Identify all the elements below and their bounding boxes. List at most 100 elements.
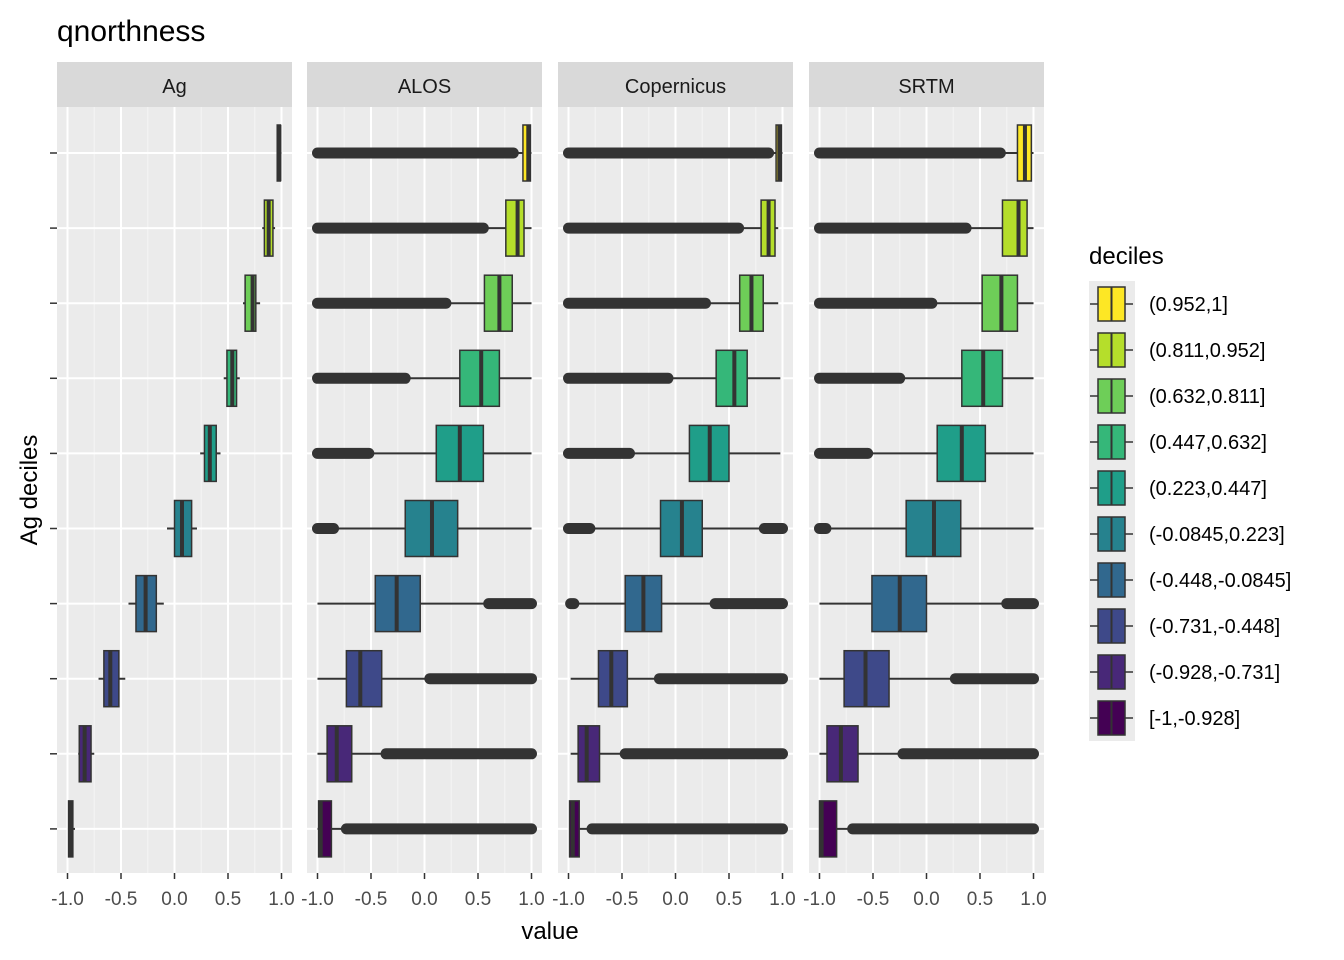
box-decile-0	[563, 124, 783, 182]
box-decile-6	[819, 574, 1039, 633]
facet-strip	[307, 62, 542, 107]
x-axis-title: value	[521, 918, 578, 945]
x-tick-label: 0.5	[215, 889, 241, 910]
x-tick-label: -0.5	[606, 889, 639, 910]
box-decile-2	[312, 274, 532, 332]
legend-title: deciles	[1089, 243, 1164, 270]
facet-panel-srtm: SRTM -1.0 -0.5 0.0 0.5 1.0	[803, 62, 1047, 910]
y-axis-title: Ag deciles	[16, 435, 43, 546]
x-tick-label: -0.5	[355, 889, 388, 910]
facet-panel-copernicus: Copernicus -1.0 -0.5 0.0 0.5 1.0	[552, 62, 796, 910]
box-decile-2	[242, 274, 261, 332]
box-decile-8	[570, 725, 788, 783]
box-decile-9	[317, 800, 537, 858]
legend-label: (-0.928,-0.731]	[1149, 662, 1280, 684]
facet-strip	[57, 62, 292, 107]
legend-label: (0.447,0.632]	[1149, 432, 1267, 454]
legend: deciles (0.952,1] (0.811,0.952] (0.632,0.8…	[1089, 243, 1291, 741]
x-tick-label: -1.0	[301, 889, 334, 910]
box	[244, 274, 257, 332]
box	[326, 725, 353, 783]
x-tick-label: 1.0	[518, 889, 544, 910]
x-tick-label: 1.0	[769, 889, 795, 910]
box	[715, 349, 748, 408]
box-decile-7	[317, 649, 537, 708]
x-tick-label: -1.0	[803, 889, 836, 910]
facet-panel-alos: ALOS -1.0 -0.5 0.0 0.5 1.0	[301, 62, 545, 910]
legend-label: (-0.448,-0.0845]	[1149, 570, 1291, 592]
facet-strip-label: Ag	[162, 76, 186, 98]
box-decile-2	[563, 274, 779, 332]
box-decile-3	[814, 349, 1034, 408]
box-decile-1	[312, 199, 532, 257]
box	[818, 800, 838, 858]
box-decile-6	[128, 574, 164, 633]
box-decile-4	[312, 424, 532, 483]
box-decile-0	[312, 124, 532, 182]
box-decile-7	[570, 649, 788, 708]
facet-panel-ag: Ag -1.0 -0.5 0.0 0.5 1.0	[51, 62, 295, 910]
legend-entry: (-0.0845,0.223]	[1090, 516, 1285, 552]
x-tick-label: 0.5	[465, 889, 491, 910]
x-tick-label: -0.5	[105, 889, 138, 910]
box	[505, 199, 525, 257]
box-decile-3	[563, 349, 781, 408]
box-decile-1	[563, 199, 779, 257]
box-decile-2	[814, 274, 1034, 332]
legend-entry: (-0.731,-0.448]	[1090, 608, 1280, 644]
x-tick-label: -1.0	[552, 889, 585, 910]
legend-entry: (-0.928,-0.731]	[1090, 654, 1280, 690]
box-decile-3	[312, 349, 532, 408]
legend-label: (0.223,0.447]	[1149, 478, 1267, 500]
x-tick-label: 0.5	[716, 889, 742, 910]
box	[577, 725, 601, 783]
box-decile-7	[819, 649, 1039, 708]
x-tick-label: 0.0	[913, 889, 939, 910]
box-decile-4	[814, 424, 1034, 483]
box-decile-9	[67, 800, 75, 858]
legend-label: (0.632,0.811]	[1149, 386, 1265, 408]
box-decile-8	[78, 725, 95, 783]
x-tick-label: 0.0	[411, 889, 437, 910]
x-tick-label: -0.5	[857, 889, 890, 910]
legend-entry: (0.223,0.447]	[1090, 470, 1267, 506]
box-decile-3	[223, 349, 240, 408]
box-decile-0	[814, 124, 1034, 182]
box-decile-0	[276, 124, 282, 182]
box-decile-6	[565, 574, 788, 633]
box	[1001, 199, 1028, 257]
box-decile-5	[563, 499, 788, 558]
x-tick-label: 0.0	[161, 889, 187, 910]
box-decile-7	[98, 649, 126, 708]
legend-label: (0.952,1]	[1149, 294, 1228, 316]
box-decile-5	[312, 499, 532, 558]
legend-entry: (0.447,0.632]	[1090, 424, 1267, 460]
box-decile-9	[568, 800, 788, 858]
legend-entry: (0.811,0.952]	[1090, 332, 1265, 368]
facet-strip-label: Copernicus	[625, 76, 726, 98]
box-decile-8	[317, 725, 537, 783]
box-decile-8	[819, 725, 1039, 783]
legend-label: [-1,-0.928]	[1149, 708, 1240, 730]
box-decile-5	[167, 499, 197, 558]
facet-strip	[558, 62, 793, 107]
box-decile-9	[818, 800, 1039, 858]
facet-panels: Ag -1.0 -0.5 0.0 0.5 1.0 ALOS -1.0 -0.5 0.0 0.5 1.0…	[50, 62, 1047, 910]
box-decile-1	[814, 199, 1034, 257]
box-decile-5	[814, 499, 1034, 558]
legend-label: (-0.731,-0.448]	[1149, 616, 1280, 638]
x-tick-label: 1.0	[1020, 889, 1046, 910]
box	[345, 649, 383, 708]
legend-label: (-0.0845,0.223]	[1149, 524, 1285, 546]
box-decile-4	[200, 424, 221, 483]
chart-title: qnorthness	[57, 15, 205, 48]
box-decile-4	[563, 424, 781, 483]
legend-entry: (-0.448,-0.0845]	[1090, 562, 1291, 598]
x-tick-label: 1.0	[268, 889, 294, 910]
facet-strip-label: ALOS	[398, 76, 451, 98]
box-decile-1	[262, 199, 276, 257]
legend-entry: [-1,-0.928]	[1090, 700, 1240, 736]
x-tick-label: 0.0	[662, 889, 688, 910]
legend-label: (0.811,0.952]	[1149, 340, 1265, 362]
